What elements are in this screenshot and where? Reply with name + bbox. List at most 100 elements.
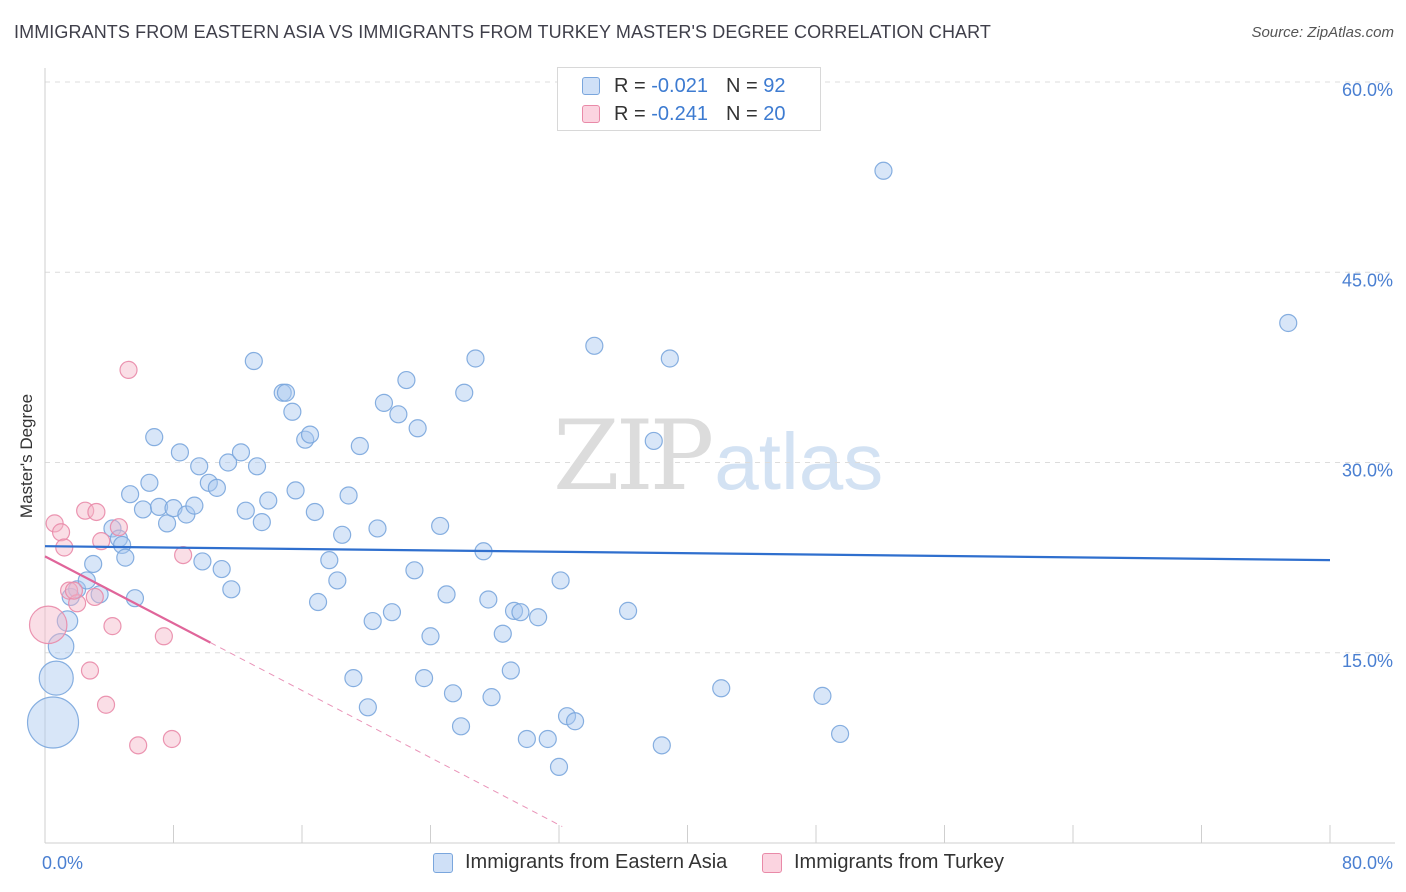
data-point-eastern-asia — [501, 661, 520, 680]
series-legend-item-turkey: Immigrants from Turkey — [762, 851, 1004, 874]
data-point-eastern-asia — [286, 481, 305, 500]
data-point-eastern-asia — [170, 443, 190, 462]
data-point-turkey — [51, 523, 71, 542]
data-point-turkey — [103, 617, 122, 636]
data-point-eastern-asia — [222, 580, 241, 599]
data-point-turkey — [45, 514, 64, 533]
data-point-eastern-asia — [405, 561, 424, 580]
series-swatch-blue — [433, 852, 453, 873]
y-tick-label: 30.0% — [1342, 461, 1393, 481]
data-point-eastern-asia — [538, 729, 557, 749]
data-point-eastern-asia — [549, 757, 569, 777]
legend-row-eastern-asia: R = -0.021 N = 92 — [558, 72, 785, 100]
data-point-eastern-asia — [414, 669, 434, 688]
data-point-eastern-asia — [830, 724, 850, 744]
data-point-eastern-asia — [644, 431, 663, 451]
data-point-turkey — [92, 532, 111, 551]
data-point-eastern-asia — [190, 457, 209, 476]
source-label: Source: ZipAtlas.com — [1251, 24, 1394, 41]
data-point-turkey — [162, 729, 181, 749]
data-point-eastern-asia — [712, 679, 731, 698]
data-point-turkey — [96, 695, 116, 714]
series-legend-label: Immigrants from Eastern Asia — [465, 851, 728, 873]
data-point-eastern-asia — [339, 486, 358, 505]
data-point-eastern-asia — [517, 729, 536, 749]
data-point-eastern-asia — [259, 491, 278, 510]
data-point-eastern-asia — [660, 349, 679, 368]
data-point-eastern-asia — [431, 516, 450, 536]
data-point-eastern-asia — [247, 457, 267, 476]
data-point-eastern-asia — [479, 590, 498, 609]
data-point-eastern-asia — [185, 496, 204, 515]
data-point-eastern-asia — [219, 453, 238, 472]
data-point-eastern-asia — [103, 519, 122, 538]
data-point-eastern-asia — [207, 478, 226, 497]
data-point-eastern-asia — [244, 351, 263, 371]
legend-r-label: R = — [614, 74, 646, 97]
data-point-eastern-asia — [193, 552, 212, 571]
data-point-eastern-asia — [529, 608, 548, 627]
data-point-eastern-asia — [252, 513, 271, 532]
data-point-eastern-asia — [397, 370, 416, 390]
trend-line-turkey — [44, 555, 211, 644]
data-point-eastern-asia — [236, 501, 255, 520]
data-point-eastern-asia — [145, 428, 164, 447]
data-point-eastern-asia — [585, 336, 604, 355]
data-point-eastern-asia — [149, 497, 169, 516]
data-point-eastern-asia — [300, 425, 320, 444]
data-point-eastern-asia — [874, 161, 893, 180]
correlation-legend: R = -0.021 N = 92 R = -0.241 N = 20 — [557, 67, 821, 131]
legend-r-label: R = — [614, 102, 646, 125]
legend-n-value: 20 — [763, 102, 786, 125]
trend-line-eastern-asia — [44, 545, 1331, 562]
data-point-eastern-asia — [328, 571, 347, 590]
data-point-eastern-asia — [296, 430, 315, 449]
data-point-turkey — [87, 502, 106, 522]
data-point-eastern-asia — [116, 548, 135, 567]
data-point-turkey — [80, 661, 100, 680]
data-point-eastern-asia — [437, 585, 456, 604]
data-point-eastern-asia — [374, 393, 394, 412]
data-point-eastern-asia — [421, 627, 440, 646]
data-point-eastern-asia — [84, 554, 103, 574]
data-point-eastern-asia — [565, 712, 585, 731]
x-tick-label: 80.0% — [1342, 853, 1393, 873]
data-point-eastern-asia — [618, 601, 638, 620]
y-axis-label: Master's Degree — [17, 394, 36, 518]
data-point-turkey — [119, 360, 138, 380]
data-point-eastern-asia — [455, 383, 474, 402]
y-tick-label: 60.0% — [1342, 80, 1393, 100]
data-point-turkey — [174, 545, 193, 565]
data-point-eastern-asia — [358, 698, 377, 717]
legend-swatch-blue — [582, 77, 600, 95]
legend-swatch-pink — [582, 105, 600, 123]
data-point-eastern-asia — [363, 611, 382, 631]
data-point-turkey — [154, 627, 173, 646]
y-tick-label: 45.0% — [1342, 270, 1393, 290]
data-point-eastern-asia — [389, 405, 408, 424]
data-point-eastern-asia — [276, 383, 296, 402]
data-point-eastern-asia — [140, 473, 159, 492]
data-point-eastern-asia — [482, 688, 501, 707]
series-legend-label: Immigrants from Turkey — [794, 851, 1005, 873]
data-point-eastern-asia — [26, 696, 80, 749]
data-point-eastern-asia — [504, 601, 524, 620]
data-point-eastern-asia — [451, 717, 471, 736]
data-point-eastern-asia — [231, 443, 251, 462]
series-legend-item-eastern-asia: Immigrants from Eastern Asia — [433, 851, 727, 874]
chart-title: IMMIGRANTS FROM EASTERN ASIA VS IMMIGRAN… — [14, 22, 992, 42]
data-point-eastern-asia — [38, 660, 74, 696]
y-tick-label: 15.0% — [1342, 651, 1393, 671]
data-point-eastern-asia — [813, 686, 832, 705]
data-point-turkey — [85, 587, 104, 607]
legend-n-value: 92 — [763, 74, 786, 97]
data-point-eastern-asia — [56, 610, 79, 632]
data-point-eastern-asia — [382, 603, 402, 622]
data-point-turkey — [109, 518, 128, 537]
data-point-eastern-asia — [344, 669, 363, 688]
legend-n-label: N = — [725, 102, 758, 125]
data-point-eastern-asia — [283, 402, 302, 421]
series-legend: Immigrants from Eastern Asia Immigrants … — [0, 851, 1406, 879]
legend-r-value: -0.021 — [651, 74, 708, 97]
